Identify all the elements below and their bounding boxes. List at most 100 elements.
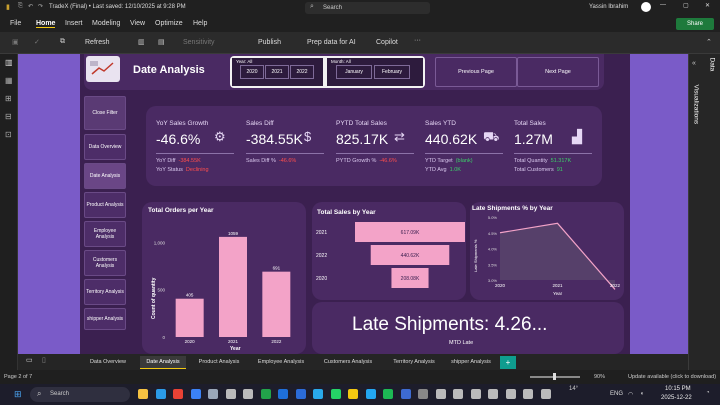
kpi-value-3: 440.62K bbox=[425, 131, 478, 147]
telegram-icon[interactable] bbox=[313, 389, 323, 399]
year-2022-button[interactable]: 2022 bbox=[290, 65, 314, 79]
tab-product-analysis[interactable]: Product Analysis bbox=[198, 359, 240, 365]
menu-home[interactable]: Home bbox=[36, 20, 56, 28]
nav-product-analysis[interactable]: Product Analysis bbox=[84, 192, 126, 218]
menu-insert[interactable]: Insert bbox=[65, 20, 83, 27]
app2-icon[interactable] bbox=[243, 389, 253, 399]
language-indicator[interactable]: ENG bbox=[610, 391, 624, 397]
tab-territory-analysis[interactable]: Territory Analysis bbox=[393, 359, 435, 365]
table-view-icon[interactable]: ▦ bbox=[5, 76, 13, 85]
chrome-icon[interactable] bbox=[173, 389, 183, 399]
next-page-button[interactable]: Next Page bbox=[517, 57, 599, 87]
user-name[interactable]: Yassin Ibrahim bbox=[589, 4, 629, 10]
search-box[interactable]: ⌕ Search bbox=[305, 2, 430, 14]
more-options-icon[interactable]: ··· bbox=[414, 37, 421, 44]
publish-button[interactable]: Publish bbox=[258, 39, 281, 46]
update-notice[interactable]: Update available (click to download) bbox=[628, 374, 717, 380]
zoom-thumb[interactable] bbox=[553, 373, 556, 380]
volume-icon[interactable]: ◖ bbox=[640, 391, 644, 397]
tab-employee-analysis[interactable]: Employee Analysis bbox=[257, 359, 305, 365]
nav-employee-analysis[interactable]: Employee Analysis bbox=[84, 221, 126, 247]
nav-territory-analysis[interactable]: Territory Analysis bbox=[84, 279, 126, 305]
file-explorer-icon[interactable] bbox=[138, 389, 148, 399]
collapse-pane-icon[interactable]: « bbox=[692, 60, 696, 67]
notification-icon[interactable]: ◔ bbox=[706, 390, 710, 396]
refresh-button[interactable]: Refresh bbox=[85, 39, 110, 46]
app7-icon[interactable] bbox=[505, 389, 516, 399]
tmdl-view-icon[interactable]: ⊡ bbox=[5, 130, 12, 139]
menu-help[interactable]: Help bbox=[193, 20, 208, 27]
menu-optimize[interactable]: Optimize bbox=[155, 20, 183, 27]
year-2020-button[interactable]: 2020 bbox=[240, 65, 264, 79]
month-january-button[interactable]: January bbox=[336, 65, 372, 79]
clock-time[interactable]: 10:15 PM bbox=[665, 386, 691, 392]
outlook-icon[interactable] bbox=[278, 389, 288, 399]
tab-data-overview[interactable]: Data Overview bbox=[89, 359, 127, 365]
copilot-button[interactable]: Copilot bbox=[376, 39, 398, 46]
dax-view-icon[interactable]: ⊟ bbox=[5, 112, 12, 121]
month-february-button[interactable]: February bbox=[374, 65, 410, 79]
whatsapp-icon[interactable] bbox=[330, 389, 341, 399]
kpi-sub-value: 91 bbox=[556, 167, 563, 173]
collapse-ribbon-icon[interactable]: ⌃ bbox=[706, 39, 712, 46]
powerbi-logo-icon: ▮ bbox=[6, 4, 10, 11]
format-painter-icon[interactable]: ✓ bbox=[34, 39, 40, 46]
taskbar-search[interactable]: ⌕ Search bbox=[30, 387, 130, 402]
app8-icon[interactable] bbox=[523, 389, 533, 399]
vscode-icon[interactable] bbox=[365, 389, 376, 399]
close-icon[interactable]: ✕ bbox=[705, 3, 711, 9]
minimize-icon[interactable]: — bbox=[660, 2, 666, 8]
mobile-view-icon[interactable]: ▯ bbox=[42, 357, 46, 364]
store-icon[interactable] bbox=[190, 389, 201, 399]
app-icon[interactable] bbox=[225, 389, 236, 399]
save-icon[interactable]: ⎘ bbox=[18, 3, 23, 9]
add-page-button[interactable]: + bbox=[500, 356, 516, 369]
avatar[interactable] bbox=[641, 2, 651, 12]
previous-page-button[interactable]: Previous Page bbox=[435, 57, 517, 87]
tab-shipper-analysis[interactable]: shipper Analysis bbox=[451, 359, 491, 365]
redo-icon[interactable]: ↷ bbox=[38, 4, 44, 10]
sensitivity-button[interactable]: Sensitivity bbox=[183, 39, 215, 46]
wifi-icon[interactable]: ◠ bbox=[628, 392, 634, 398]
terminal-icon[interactable] bbox=[418, 389, 428, 399]
kpi-sub-value: Declining bbox=[185, 167, 209, 173]
spotify-icon[interactable] bbox=[383, 389, 393, 399]
powershell-icon[interactable] bbox=[400, 389, 411, 399]
powerbi-icon[interactable] bbox=[348, 389, 358, 399]
text-box-icon[interactable]: ▤ bbox=[158, 39, 165, 46]
share-button[interactable]: Share bbox=[676, 18, 714, 30]
desktop-view-icon[interactable]: ▭ bbox=[26, 357, 33, 364]
word-icon[interactable] bbox=[295, 389, 306, 399]
app9-icon[interactable] bbox=[540, 389, 551, 399]
menu-modeling[interactable]: Modeling bbox=[92, 20, 121, 27]
menu-view[interactable]: View bbox=[130, 20, 146, 27]
nav-shipper-analysis[interactable]: shipper Analysis bbox=[84, 308, 126, 330]
clock-date[interactable]: 2025-12-22 bbox=[661, 395, 692, 401]
year-2021-button[interactable]: 2021 bbox=[265, 65, 289, 79]
xbox-icon[interactable] bbox=[260, 389, 271, 399]
close-filter-button[interactable]: Close Filter bbox=[84, 96, 126, 130]
data-tab[interactable]: Data bbox=[709, 58, 716, 78]
model-view-icon[interactable]: ⊞ bbox=[5, 94, 12, 103]
visualizations-tab[interactable]: Visualizations bbox=[693, 85, 700, 143]
report-view-icon[interactable]: ▥ bbox=[5, 58, 13, 67]
prep-data-button[interactable]: Prep data for AI bbox=[307, 39, 356, 46]
edge-icon[interactable] bbox=[155, 389, 166, 399]
steam-icon[interactable] bbox=[208, 389, 218, 399]
maximize-icon[interactable]: ▢ bbox=[683, 3, 689, 9]
app6-icon[interactable] bbox=[488, 389, 498, 399]
nav-data-overview[interactable]: Data Overview bbox=[84, 134, 126, 160]
nav-date-analysis[interactable]: Date Analysis bbox=[84, 163, 126, 189]
nav-customers-analysis[interactable]: Customers Analysis bbox=[84, 250, 126, 276]
tab-date-analysis[interactable]: Date Analysis bbox=[140, 356, 186, 369]
start-icon[interactable]: ⊞ bbox=[14, 389, 22, 399]
app3-icon[interactable] bbox=[435, 389, 446, 399]
tab-customers-analysis[interactable]: Customers Analysis bbox=[323, 359, 373, 365]
clipboard-icon[interactable]: ▣ bbox=[12, 39, 19, 46]
menu-file[interactable]: File bbox=[10, 20, 22, 27]
app4-icon[interactable] bbox=[453, 389, 463, 399]
app5-icon[interactable] bbox=[470, 389, 481, 399]
get-data-icon[interactable]: ⧉ bbox=[60, 38, 65, 45]
undo-icon[interactable]: ↶ bbox=[28, 4, 34, 10]
new-visual-icon[interactable]: ▥ bbox=[138, 39, 145, 46]
